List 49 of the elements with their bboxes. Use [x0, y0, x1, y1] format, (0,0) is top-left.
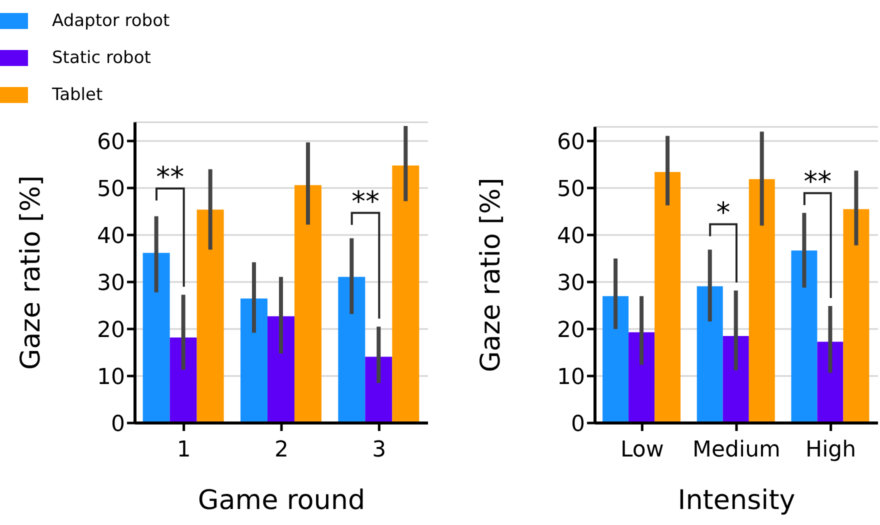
x-tick-label: 2 [274, 438, 288, 463]
annotation: ** [804, 165, 832, 198]
bar [294, 185, 322, 423]
x-axis-title: Intensity [678, 485, 796, 516]
y-tick-label: 30 [97, 270, 125, 296]
annotation: ** [351, 184, 380, 218]
y-axis-title: Gaze ratio [%] [16, 175, 47, 370]
bar [791, 250, 818, 423]
x-axis-title: Game round [198, 485, 366, 516]
bar [142, 252, 170, 423]
y-tick-label: 20 [557, 318, 585, 343]
y-tick-label: 10 [557, 364, 585, 390]
bar [602, 296, 629, 423]
bar [196, 210, 224, 423]
y-tick-label: 40 [557, 224, 585, 249]
annotation: ** [156, 160, 184, 194]
bar [240, 298, 268, 423]
bar [338, 276, 366, 423]
bar [654, 172, 681, 423]
bar [817, 342, 844, 423]
bar [365, 356, 392, 423]
legend-label: Static robot [52, 48, 151, 68]
bar [267, 316, 294, 423]
x-tick-label: 1 [176, 438, 191, 463]
y-tick-label: 50 [97, 176, 125, 202]
annotation: * [716, 196, 730, 230]
y-tick-label: 60 [97, 130, 125, 155]
bar [170, 337, 197, 423]
y-axis-title: Gaze ratio [%] [476, 178, 507, 372]
bar [843, 209, 870, 423]
y-tick-label: 60 [557, 130, 585, 155]
y-tick-label: 0 [571, 412, 585, 437]
legend-label: Adaptor robot [52, 10, 170, 30]
x-tick-label: Low [620, 438, 664, 463]
y-tick-label: 30 [557, 270, 585, 296]
y-tick-label: 20 [97, 318, 125, 343]
bar [722, 336, 749, 423]
bar [392, 165, 420, 423]
legend-label: Tablet [52, 84, 103, 104]
bar [628, 332, 655, 423]
x-tick-label: 3 [372, 438, 386, 463]
y-tick-label: 40 [97, 224, 125, 249]
x-tick-label: High [806, 438, 856, 463]
x-tick-label: Medium [692, 438, 780, 463]
y-tick-label: 0 [111, 412, 125, 437]
y-tick-label: 10 [97, 364, 125, 390]
bar [748, 179, 775, 423]
bar [696, 286, 723, 423]
y-tick-label: 50 [557, 176, 585, 202]
